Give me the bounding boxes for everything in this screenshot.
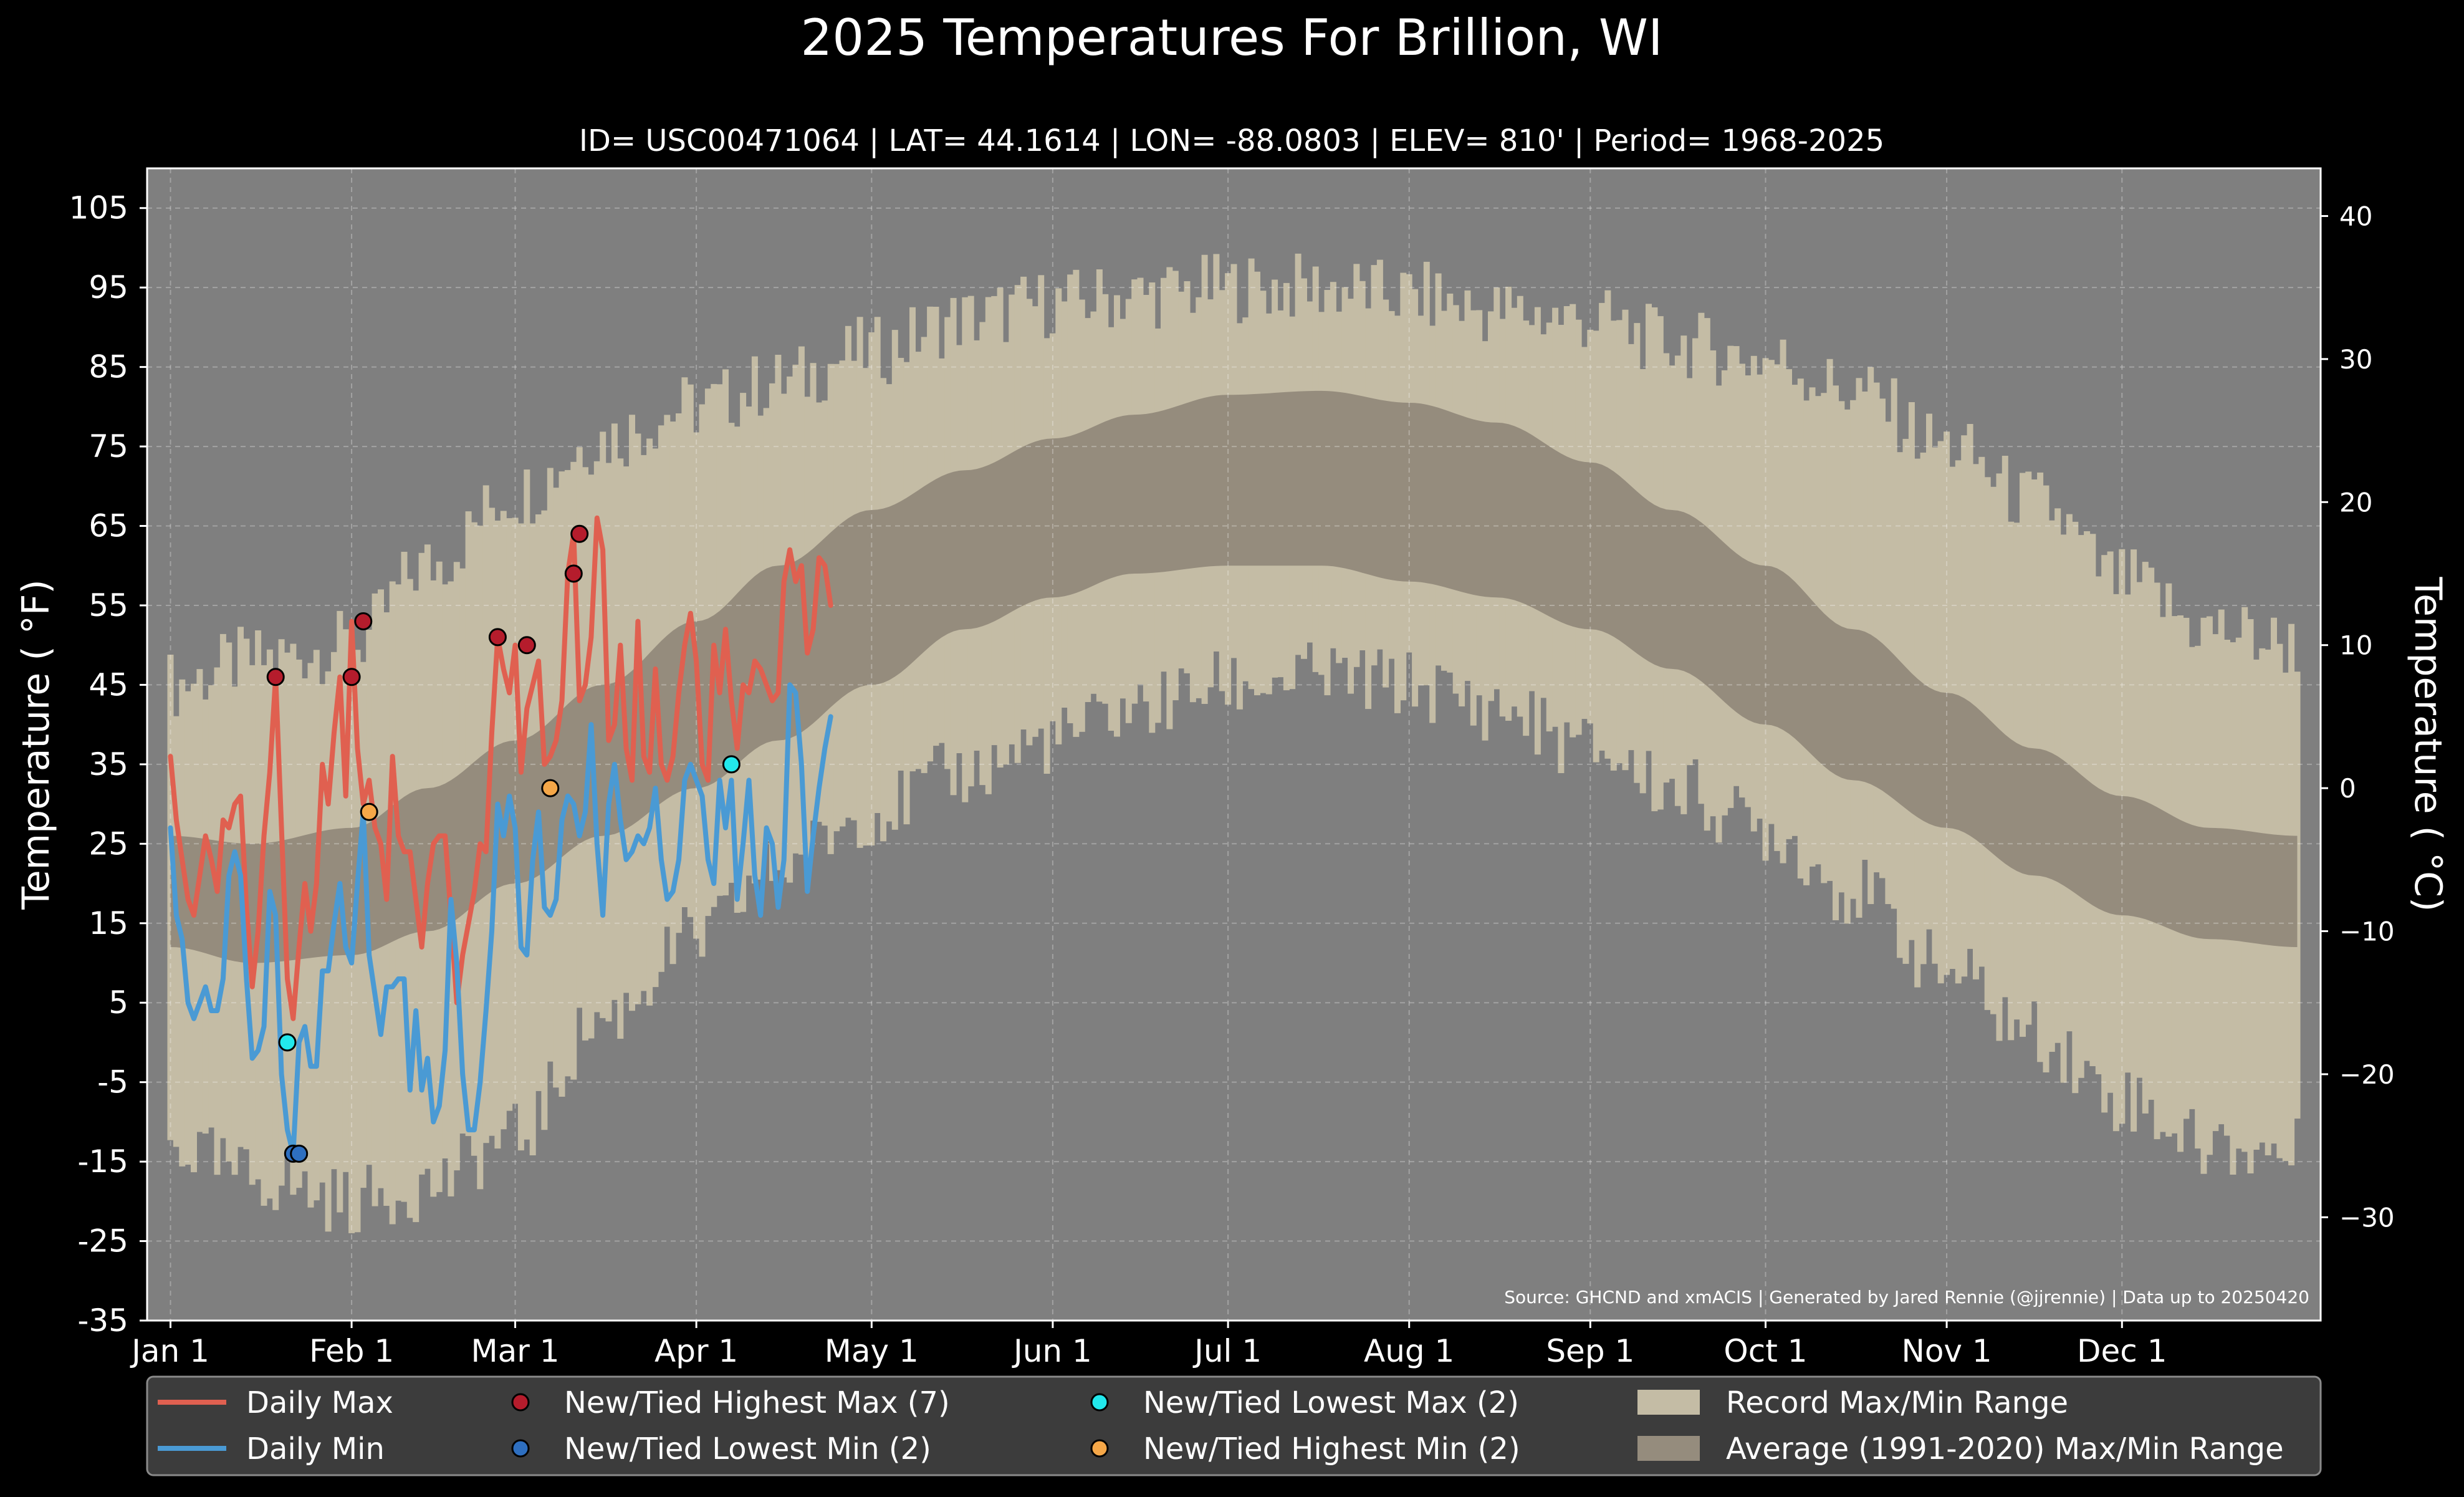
series-line-daily-max — [168, 515, 833, 1021]
y-tick-label: 45 — [89, 667, 128, 703]
legend-swatch-dot — [1090, 1439, 1109, 1458]
record-marker — [354, 612, 373, 630]
y-tick-label: 35 — [89, 746, 128, 782]
record-range-bar — [1908, 402, 1915, 940]
x-tick-label: Oct 1 — [1723, 1333, 1807, 1369]
y-tick-label: -25 — [77, 1223, 128, 1259]
y-tick-label: 15 — [89, 905, 128, 941]
legend-label: Record Max/Min Range — [1726, 1385, 2068, 1420]
plot-frame — [146, 167, 2322, 1322]
record-marker — [541, 779, 560, 797]
chart-title: 2025 Temperatures For Brillion, WI — [800, 9, 1662, 67]
x-tick-label: Sep 1 — [1546, 1333, 1634, 1369]
x-axis: Jan 1 Feb 1 Mar 1 Apr 1 May 1 Jun 1 Jul 1 Aug 1… — [130, 1321, 2167, 1369]
x-tick-label: Apr 1 — [654, 1333, 738, 1369]
y-right-tick-label: 20 — [2339, 487, 2372, 517]
record-marker — [266, 668, 285, 686]
record-marker — [278, 1033, 297, 1052]
record-range-bar — [1861, 392, 1868, 860]
y-right-tick-label: 40 — [2339, 201, 2372, 231]
legend: Daily Max Daily Min New/Tied Highest Max (… — [146, 1375, 2322, 1476]
legend-box — [146, 1375, 2322, 1476]
x-tick-label: Jan 1 — [130, 1333, 209, 1369]
legend-label: Daily Min — [246, 1432, 385, 1466]
record-marker — [360, 802, 378, 821]
record-marker — [517, 636, 536, 655]
x-tick-label: Nov 1 — [1901, 1333, 1992, 1369]
x-tick-label: Dec 1 — [2077, 1333, 2167, 1369]
record-marker — [342, 668, 361, 686]
legend-label: New/Tied Highest Min (2) — [1143, 1432, 1520, 1466]
chart-subtitle: ID= USC00471064 | LAT= 44.1614 | LON= -8… — [579, 123, 1884, 158]
y-tick-label: -35 — [77, 1302, 128, 1339]
record-range-bar — [2031, 479, 2038, 1002]
y-right-tick-label: 10 — [2339, 630, 2372, 661]
legend-label: New/Tied Highest Max (7) — [564, 1385, 950, 1420]
y-tick-label: 85 — [89, 349, 128, 385]
y-tick-label: -15 — [77, 1143, 128, 1180]
record-marker — [722, 755, 741, 774]
record-range-bar — [1873, 382, 1880, 873]
plot-area: Source: GHCND and xmACIS | Generated by … — [146, 167, 2322, 1322]
y-right-tick-label: −20 — [2339, 1059, 2395, 1090]
x-tick-label: Aug 1 — [1364, 1333, 1454, 1369]
legend-swatch-dot — [511, 1439, 530, 1458]
x-tick-label: Mar 1 — [471, 1333, 560, 1369]
legend-swatch-patch — [1637, 1436, 1700, 1461]
record-marker — [564, 564, 583, 583]
x-tick-label: Feb 1 — [309, 1333, 394, 1369]
average-range-area — [170, 390, 2298, 963]
y-tick-label: -5 — [97, 1064, 128, 1100]
x-tick-label: May 1 — [825, 1333, 919, 1369]
x-tick-label: Jun 1 — [1012, 1333, 1092, 1369]
y-tick-label: 95 — [89, 269, 128, 306]
y-right-tick-label: −10 — [2339, 917, 2395, 947]
y-axis-label-left: Temperature ( °F) — [14, 579, 58, 910]
legend-label: New/Tied Lowest Min (2) — [564, 1432, 931, 1466]
x-tick-label: Jul 1 — [1192, 1333, 1262, 1369]
y-right-tick-label: −30 — [2339, 1202, 2395, 1233]
legend-swatch-patch — [1637, 1390, 1700, 1415]
legend-swatch-dot — [1090, 1393, 1109, 1412]
legend-label: Average (1991-2020) Max/Min Range — [1726, 1432, 2284, 1466]
record-range-bar — [1967, 424, 1973, 949]
legend-label: Daily Max — [246, 1385, 393, 1420]
record-range-bar — [2001, 456, 2008, 998]
y-right-tick-label: 30 — [2339, 344, 2372, 375]
legend-label: New/Tied Lowest Max (2) — [1143, 1385, 1519, 1420]
record-marker — [290, 1144, 309, 1163]
y-right-tick-label: 0 — [2339, 773, 2356, 804]
y-tick-label: 105 — [69, 190, 128, 226]
y-tick-label: 55 — [89, 587, 128, 623]
record-markers — [266, 524, 741, 1163]
average-range-band — [170, 390, 2298, 963]
y-axis-left: 105 95 85 75 65 55 45 35 25 15 5 -5 -15 -25 -35 — [69, 190, 147, 1339]
source-note: Source: GHCND and xmACIS | Generated by … — [1504, 1287, 2309, 1307]
legend-swatch-dot — [511, 1393, 530, 1412]
y-tick-label: 65 — [89, 508, 128, 544]
record-range-bar — [1879, 398, 1886, 878]
record-range-bar — [1926, 413, 1932, 930]
y-tick-label: 75 — [89, 428, 128, 465]
record-marker — [570, 524, 589, 543]
record-range-bar — [1891, 378, 1897, 909]
record-range-bar — [1978, 456, 1985, 967]
y-tick-label: 25 — [89, 826, 128, 862]
y-axis-label-right: Temperature ( °C) — [2406, 577, 2450, 912]
y-tick-label: 5 — [108, 984, 128, 1021]
record-marker — [488, 628, 507, 647]
grid-lines — [147, 168, 2321, 1321]
y-axis-right: 40 30 20 10 0 −10 −20 −30 — [2321, 201, 2395, 1233]
